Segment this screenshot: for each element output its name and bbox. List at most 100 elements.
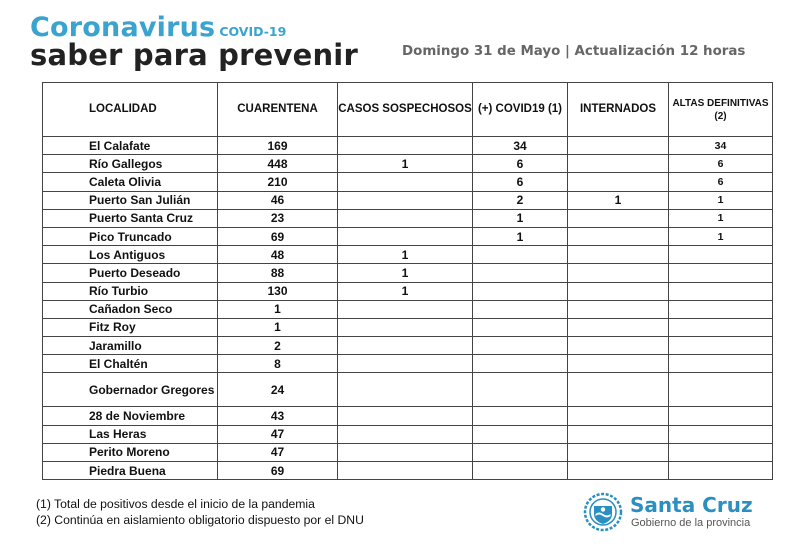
cell-localidad: Perito Moreno <box>42 442 218 463</box>
cell-sospechosos <box>337 190 473 210</box>
cell-localidad: Piedra Buena <box>42 460 218 481</box>
col-header-altas: ALTAS DEFINITIVAS (2) <box>668 82 773 137</box>
cell-localidad: Río Gallegos <box>42 154 218 174</box>
cell-sospechosos <box>337 372 473 408</box>
col-header-covid: (+) COVID19 (1) <box>472 82 568 137</box>
footnote-1: (1) Total de positivos desde el inicio d… <box>36 497 315 511</box>
cell-altas <box>668 460 773 481</box>
cell-cuarentena: 1 <box>217 299 338 319</box>
cell-sospechosos: 1 <box>337 154 473 174</box>
cell-covid <box>472 460 568 481</box>
cell-cuarentena: 130 <box>217 281 338 301</box>
table-row: Gobernador Gregores 24 <box>42 372 773 408</box>
cell-internados <box>567 372 669 408</box>
cell-sospechosos <box>337 135 473 156</box>
table-row: Puerto Santa Cruz 23 1 1 <box>42 208 773 228</box>
cell-sospechosos <box>337 226 473 247</box>
table-row: El Chaltén 8 <box>42 354 773 374</box>
table-row: Perito Moreno 47 <box>42 442 773 463</box>
cell-altas: 1 <box>668 190 773 210</box>
cell-covid <box>472 424 568 444</box>
cell-internados <box>567 460 669 481</box>
cell-cuarentena: 69 <box>217 226 338 247</box>
cell-localidad: 28 de Noviembre <box>42 406 218 426</box>
table-row: Fitz Roy 1 <box>42 317 773 338</box>
cell-cuarentena: 23 <box>217 208 338 228</box>
cell-covid <box>472 245 568 265</box>
cell-altas: 1 <box>668 226 773 247</box>
cell-internados <box>567 135 669 156</box>
cell-internados <box>567 299 669 319</box>
cell-sospechosos: 1 <box>337 245 473 265</box>
cell-sospechosos <box>337 354 473 374</box>
cell-altas <box>668 406 773 426</box>
cell-localidad: Puerto Santa Cruz <box>42 208 218 228</box>
table-row: Caleta Olivia 210 6 6 <box>42 172 773 192</box>
cell-covid: 1 <box>472 226 568 247</box>
brand-subtitle: Gobierno de la provincia <box>631 517 751 529</box>
update-date: Domingo 31 de Mayo | Actualización 12 ho… <box>402 44 746 59</box>
cell-covid <box>472 442 568 463</box>
col-header-cuarentena: CUARENTENA <box>217 82 338 137</box>
cell-cuarentena: 210 <box>217 172 338 192</box>
cell-covid: 34 <box>472 135 568 156</box>
cell-covid <box>472 317 568 338</box>
cell-altas <box>668 281 773 301</box>
cell-sospechosos <box>337 208 473 228</box>
brand-name: Santa Cruz <box>630 493 753 517</box>
cell-cuarentena: 48 <box>217 245 338 265</box>
cell-localidad: Puerto San Julián <box>42 190 218 210</box>
table-row: Río Gallegos 448 1 6 6 <box>42 154 773 174</box>
cases-table: LOCALIDAD CUARENTENA CASOS SOSPECHOSOS (… <box>42 82 773 481</box>
cell-localidad: El Calafate <box>42 135 218 156</box>
cell-sospechosos <box>337 172 473 192</box>
cell-covid <box>472 372 568 408</box>
cell-localidad: Gobernador Gregores <box>42 372 218 408</box>
cell-sospechosos <box>337 299 473 319</box>
col-header-sospechosos: CASOS SOSPECHOSOS <box>337 82 473 137</box>
cell-internados <box>567 226 669 247</box>
cell-sospechosos <box>337 460 473 481</box>
cell-internados <box>567 442 669 463</box>
header-title-top: Coronavirus COVID-19 <box>30 12 286 43</box>
cell-altas: 34 <box>668 135 773 156</box>
table-row: Cañadon Seco 1 <box>42 299 773 319</box>
table-row: Jaramillo 2 <box>42 336 773 356</box>
table-row: Puerto San Julián 46 2 1 1 <box>42 190 773 210</box>
brand-block: Santa Cruz Gobierno de la provincia <box>583 492 783 532</box>
cell-altas <box>668 372 773 408</box>
cell-altas <box>668 354 773 374</box>
cell-cuarentena: 46 <box>217 190 338 210</box>
cell-cuarentena: 448 <box>217 154 338 174</box>
cell-altas: 6 <box>668 154 773 174</box>
cell-localidad: Caleta Olivia <box>42 172 218 192</box>
col-header-localidad: LOCALIDAD <box>42 82 218 137</box>
cell-covid <box>472 281 568 301</box>
table-row: 28 de Noviembre 43 <box>42 406 773 426</box>
cell-covid <box>472 299 568 319</box>
cell-cuarentena: 1 <box>217 317 338 338</box>
cell-internados <box>567 263 669 283</box>
cell-altas <box>668 299 773 319</box>
cell-sospechosos: 1 <box>337 281 473 301</box>
cell-sospechosos <box>337 442 473 463</box>
cell-covid: 1 <box>472 208 568 228</box>
cell-internados <box>567 336 669 356</box>
cell-localidad: Pico Truncado <box>42 226 218 247</box>
cell-localidad: Los Antiguos <box>42 245 218 265</box>
table-row: Los Antiguos 48 1 <box>42 245 773 265</box>
cell-cuarentena: 69 <box>217 460 338 481</box>
cell-covid: 2 <box>472 190 568 210</box>
cell-sospechosos <box>337 317 473 338</box>
cell-internados <box>567 406 669 426</box>
page-title: saber para prevenir <box>30 38 358 72</box>
cell-cuarentena: 47 <box>217 424 338 444</box>
cell-internados <box>567 281 669 301</box>
cell-localidad: Río Turbio <box>42 281 218 301</box>
cell-sospechosos: 1 <box>337 263 473 283</box>
cell-localidad: Fitz Roy <box>42 317 218 338</box>
col-header-internados: INTERNADOS <box>567 82 669 137</box>
cell-altas <box>668 424 773 444</box>
cell-cuarentena: 43 <box>217 406 338 426</box>
table-row: Pico Truncado 69 1 1 <box>42 226 773 247</box>
